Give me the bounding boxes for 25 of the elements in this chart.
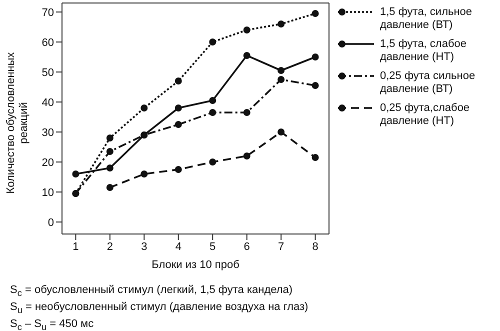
legend-label: 1,5 фута, слабое давление (НТ) <box>380 38 468 64</box>
y-tick-label: 50 <box>42 66 54 79</box>
x-tick-label: 2 <box>106 240 113 253</box>
y-tick-label: 20 <box>42 156 54 169</box>
x-axis-title: Блоки из 10 проб <box>152 259 240 271</box>
x-tick-label: 7 <box>278 240 284 253</box>
legend-label: 1,5 фута, сильное давление (ВТ) <box>380 6 474 32</box>
x-tick-label: 3 <box>141 240 148 253</box>
x-tick-label: 4 <box>175 240 182 253</box>
y-tick-label: 70 <box>42 6 54 19</box>
text: S$_{u}$ = необусловленный стимул (давление воздуха на глаз) <box>10 300 308 318</box>
y-tick-label: 40 <box>42 96 54 109</box>
x-tick-label: 1 <box>72 240 79 253</box>
x-tick-label: 6 <box>244 240 250 253</box>
y-tick-label: 30 <box>42 126 54 139</box>
y-tick-label: 10 <box>42 186 54 199</box>
legend-label: 0,25 фута,слабое давление (НТ) <box>380 102 471 128</box>
x-tick-label: 8 <box>312 240 318 253</box>
x-tick-label: 5 <box>210 240 216 253</box>
y-tick-label: 0 <box>48 216 54 229</box>
y-axis-title: Количество обусловленных реакций <box>5 51 31 196</box>
text: S$_{c}$ – S$_{u}$ = 450 мс <box>10 317 95 331</box>
text: S$_{c}$ = обусловленный стимул (легкий, 1,5 фута кандела) <box>10 283 294 300</box>
y-tick-label: 60 <box>42 36 54 49</box>
legend-label: 0,25 фута сильное давление (ВТ) <box>380 70 476 96</box>
